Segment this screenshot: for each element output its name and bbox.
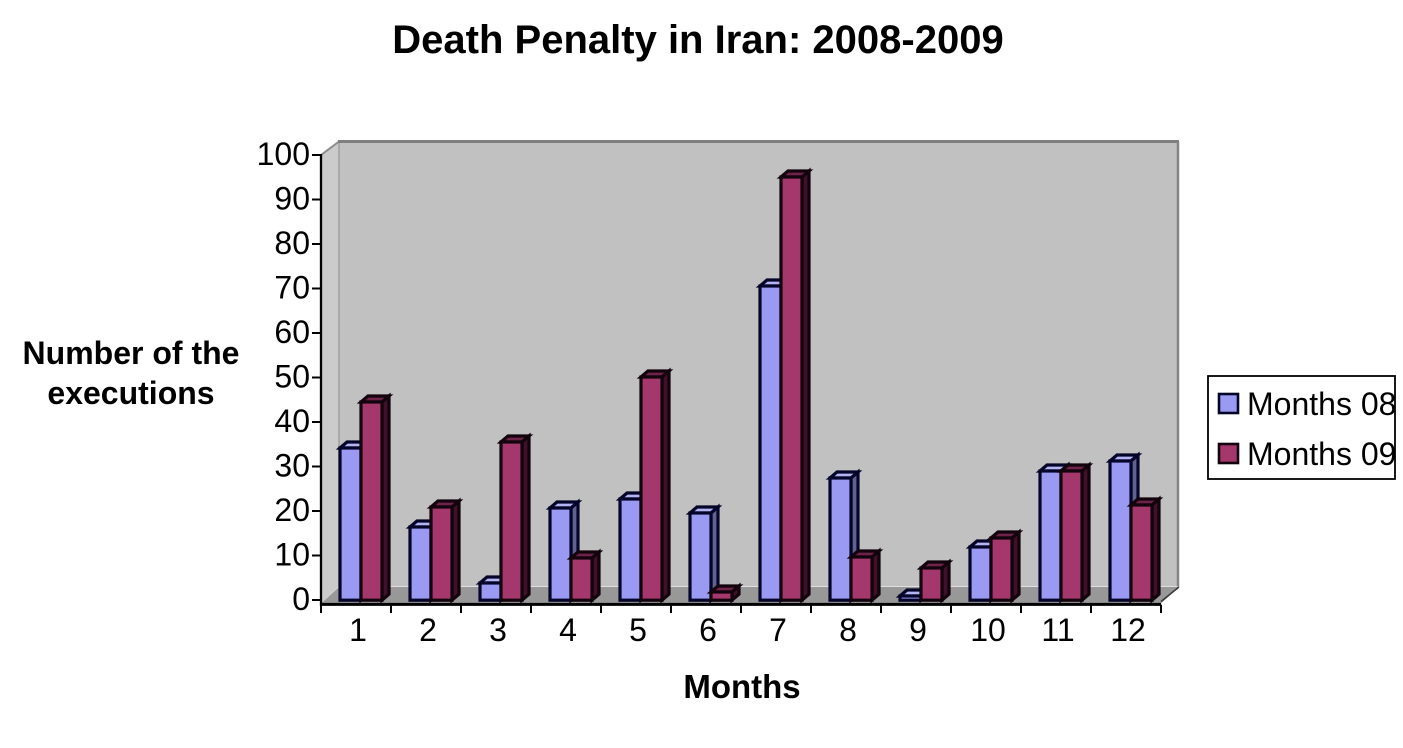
svg-text:10: 10 — [970, 612, 1006, 648]
svg-text:executions: executions — [47, 375, 214, 411]
svg-text:30: 30 — [274, 448, 310, 484]
svg-text:40: 40 — [274, 403, 310, 439]
svg-text:Months 09: Months 09 — [1247, 436, 1396, 472]
svg-text:11: 11 — [1041, 612, 1074, 648]
svg-text:20: 20 — [274, 492, 310, 528]
svg-text:12: 12 — [1110, 612, 1146, 648]
svg-text:Months 08: Months 08 — [1247, 386, 1396, 422]
svg-text:70: 70 — [274, 270, 310, 306]
svg-text:9: 9 — [909, 612, 927, 648]
svg-text:0: 0 — [292, 581, 310, 617]
svg-text:Number of the: Number of the — [23, 335, 240, 371]
svg-text:7: 7 — [769, 612, 787, 648]
svg-text:8: 8 — [839, 612, 857, 648]
svg-text:6: 6 — [699, 612, 717, 648]
svg-text:80: 80 — [274, 225, 310, 261]
svg-text:10: 10 — [274, 537, 310, 573]
svg-text:Months: Months — [683, 668, 800, 705]
svg-text:100: 100 — [257, 136, 310, 172]
svg-text:5: 5 — [629, 612, 647, 648]
svg-text:1: 1 — [349, 612, 367, 648]
svg-text:50: 50 — [274, 359, 310, 395]
svg-text:2: 2 — [419, 612, 437, 648]
svg-text:90: 90 — [274, 181, 310, 217]
svg-text:60: 60 — [274, 314, 310, 350]
svg-text:4: 4 — [559, 612, 577, 648]
svg-text:3: 3 — [489, 612, 507, 648]
svg-text:Death Penalty in Iran: 2008-20: Death Penalty in Iran: 2008-2009 — [392, 18, 1003, 62]
